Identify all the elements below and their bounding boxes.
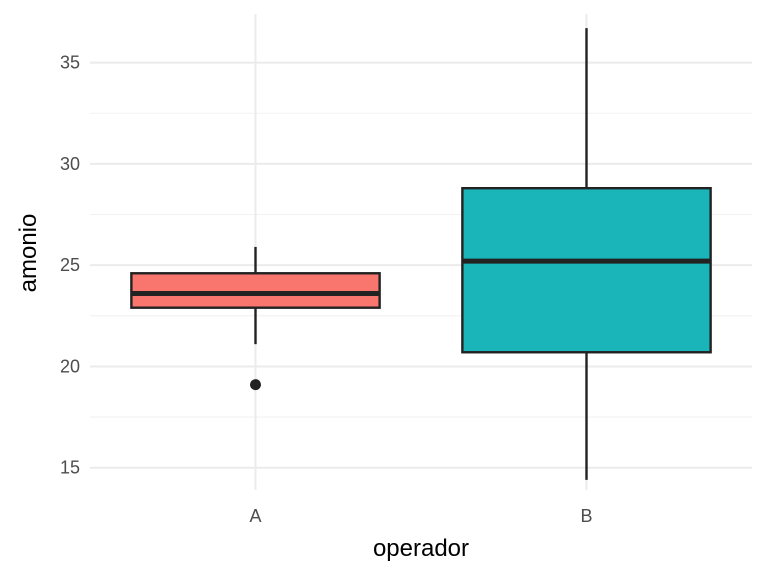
- y-axis-title: amonio: [15, 214, 42, 293]
- y-tick-label: 25: [60, 255, 80, 275]
- box-A: [130, 246, 381, 391]
- x-axis-title: operador: [373, 535, 469, 562]
- y-tick-label: 15: [60, 458, 80, 478]
- y-axis-tick-labels: 15 20 25 30 35: [60, 53, 80, 478]
- box-rect: [461, 186, 712, 354]
- boxes: [130, 28, 712, 480]
- y-tick-label: 35: [60, 53, 80, 73]
- x-tick-label: B: [580, 506, 592, 526]
- box-rect: [130, 272, 381, 309]
- y-tick-label: 30: [60, 154, 80, 174]
- box-B: [461, 28, 712, 480]
- y-tick-label: 20: [60, 356, 80, 376]
- outlier-point: [250, 379, 261, 391]
- x-tick-label: A: [249, 506, 261, 526]
